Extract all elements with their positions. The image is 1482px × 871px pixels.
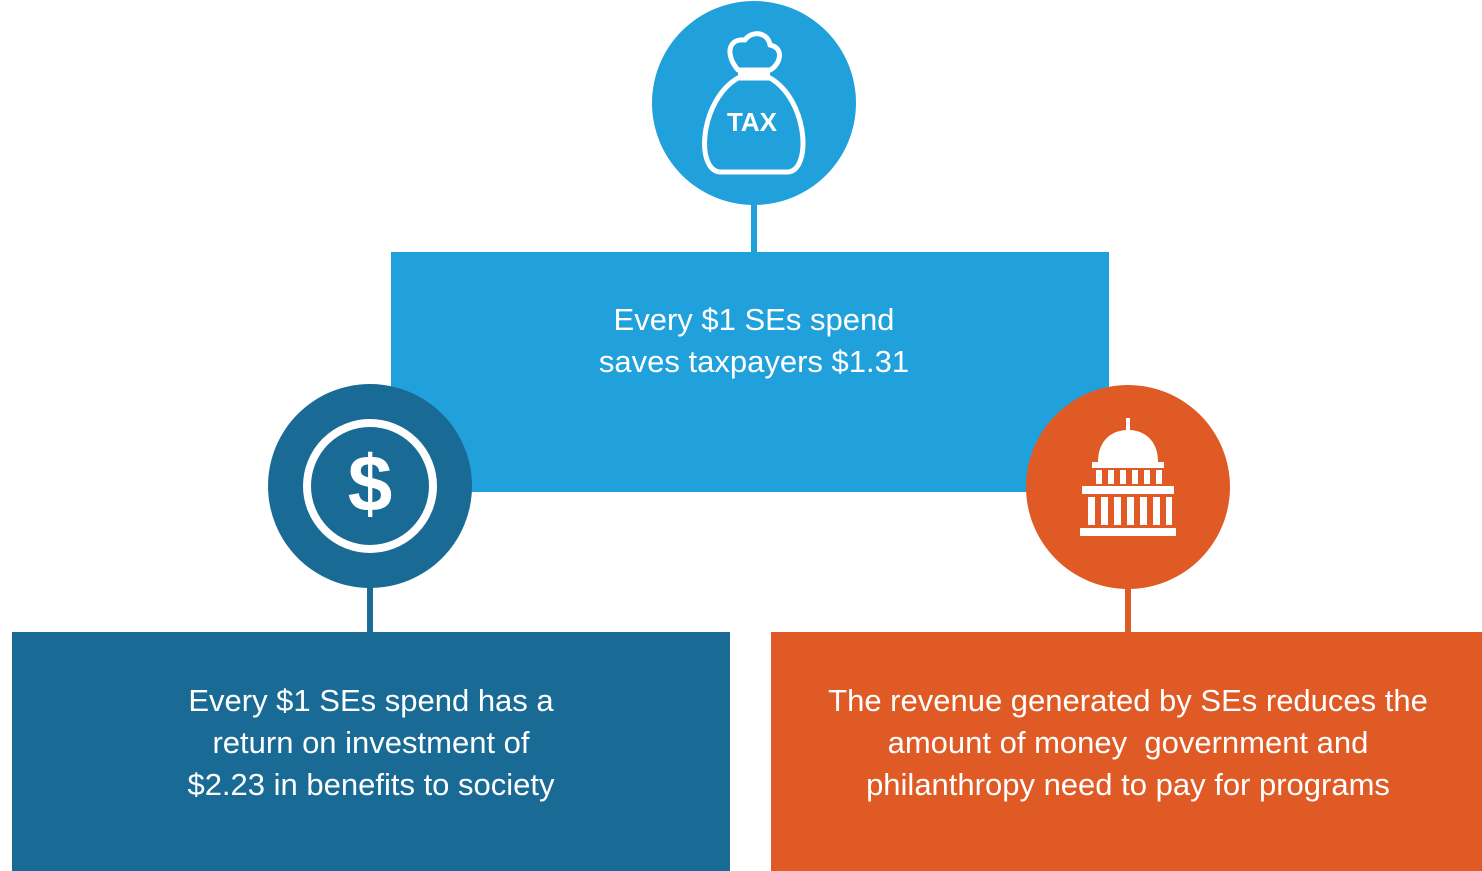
left-text-line: return on investment of [212, 725, 529, 760]
top-box [391, 252, 1109, 492]
connector [1125, 580, 1131, 635]
dollar-ring [303, 419, 437, 553]
left-circle [268, 384, 472, 588]
right-text-line: The revenue generated by SEs reduces the [828, 683, 1428, 718]
top-text-line: Every $1 SEs spend [614, 302, 895, 337]
left-box [12, 632, 730, 871]
right-box [771, 632, 1482, 871]
right-text-line: amount of money government and [888, 725, 1369, 760]
left-text-line: Every $1 SEs spend has a [188, 683, 554, 718]
tax-label: TAX [727, 107, 778, 137]
top-text-line: saves taxpayers $1.31 [599, 344, 909, 379]
capitol-icon [1080, 418, 1176, 536]
left-text-line: $2.23 in benefits to society [187, 767, 555, 802]
connector [751, 195, 757, 255]
tax-bag-icon [702, 31, 806, 175]
dollar-sign: $ [348, 439, 393, 528]
right-text-line: philanthropy need to pay for programs [866, 767, 1390, 802]
connector [367, 580, 373, 635]
